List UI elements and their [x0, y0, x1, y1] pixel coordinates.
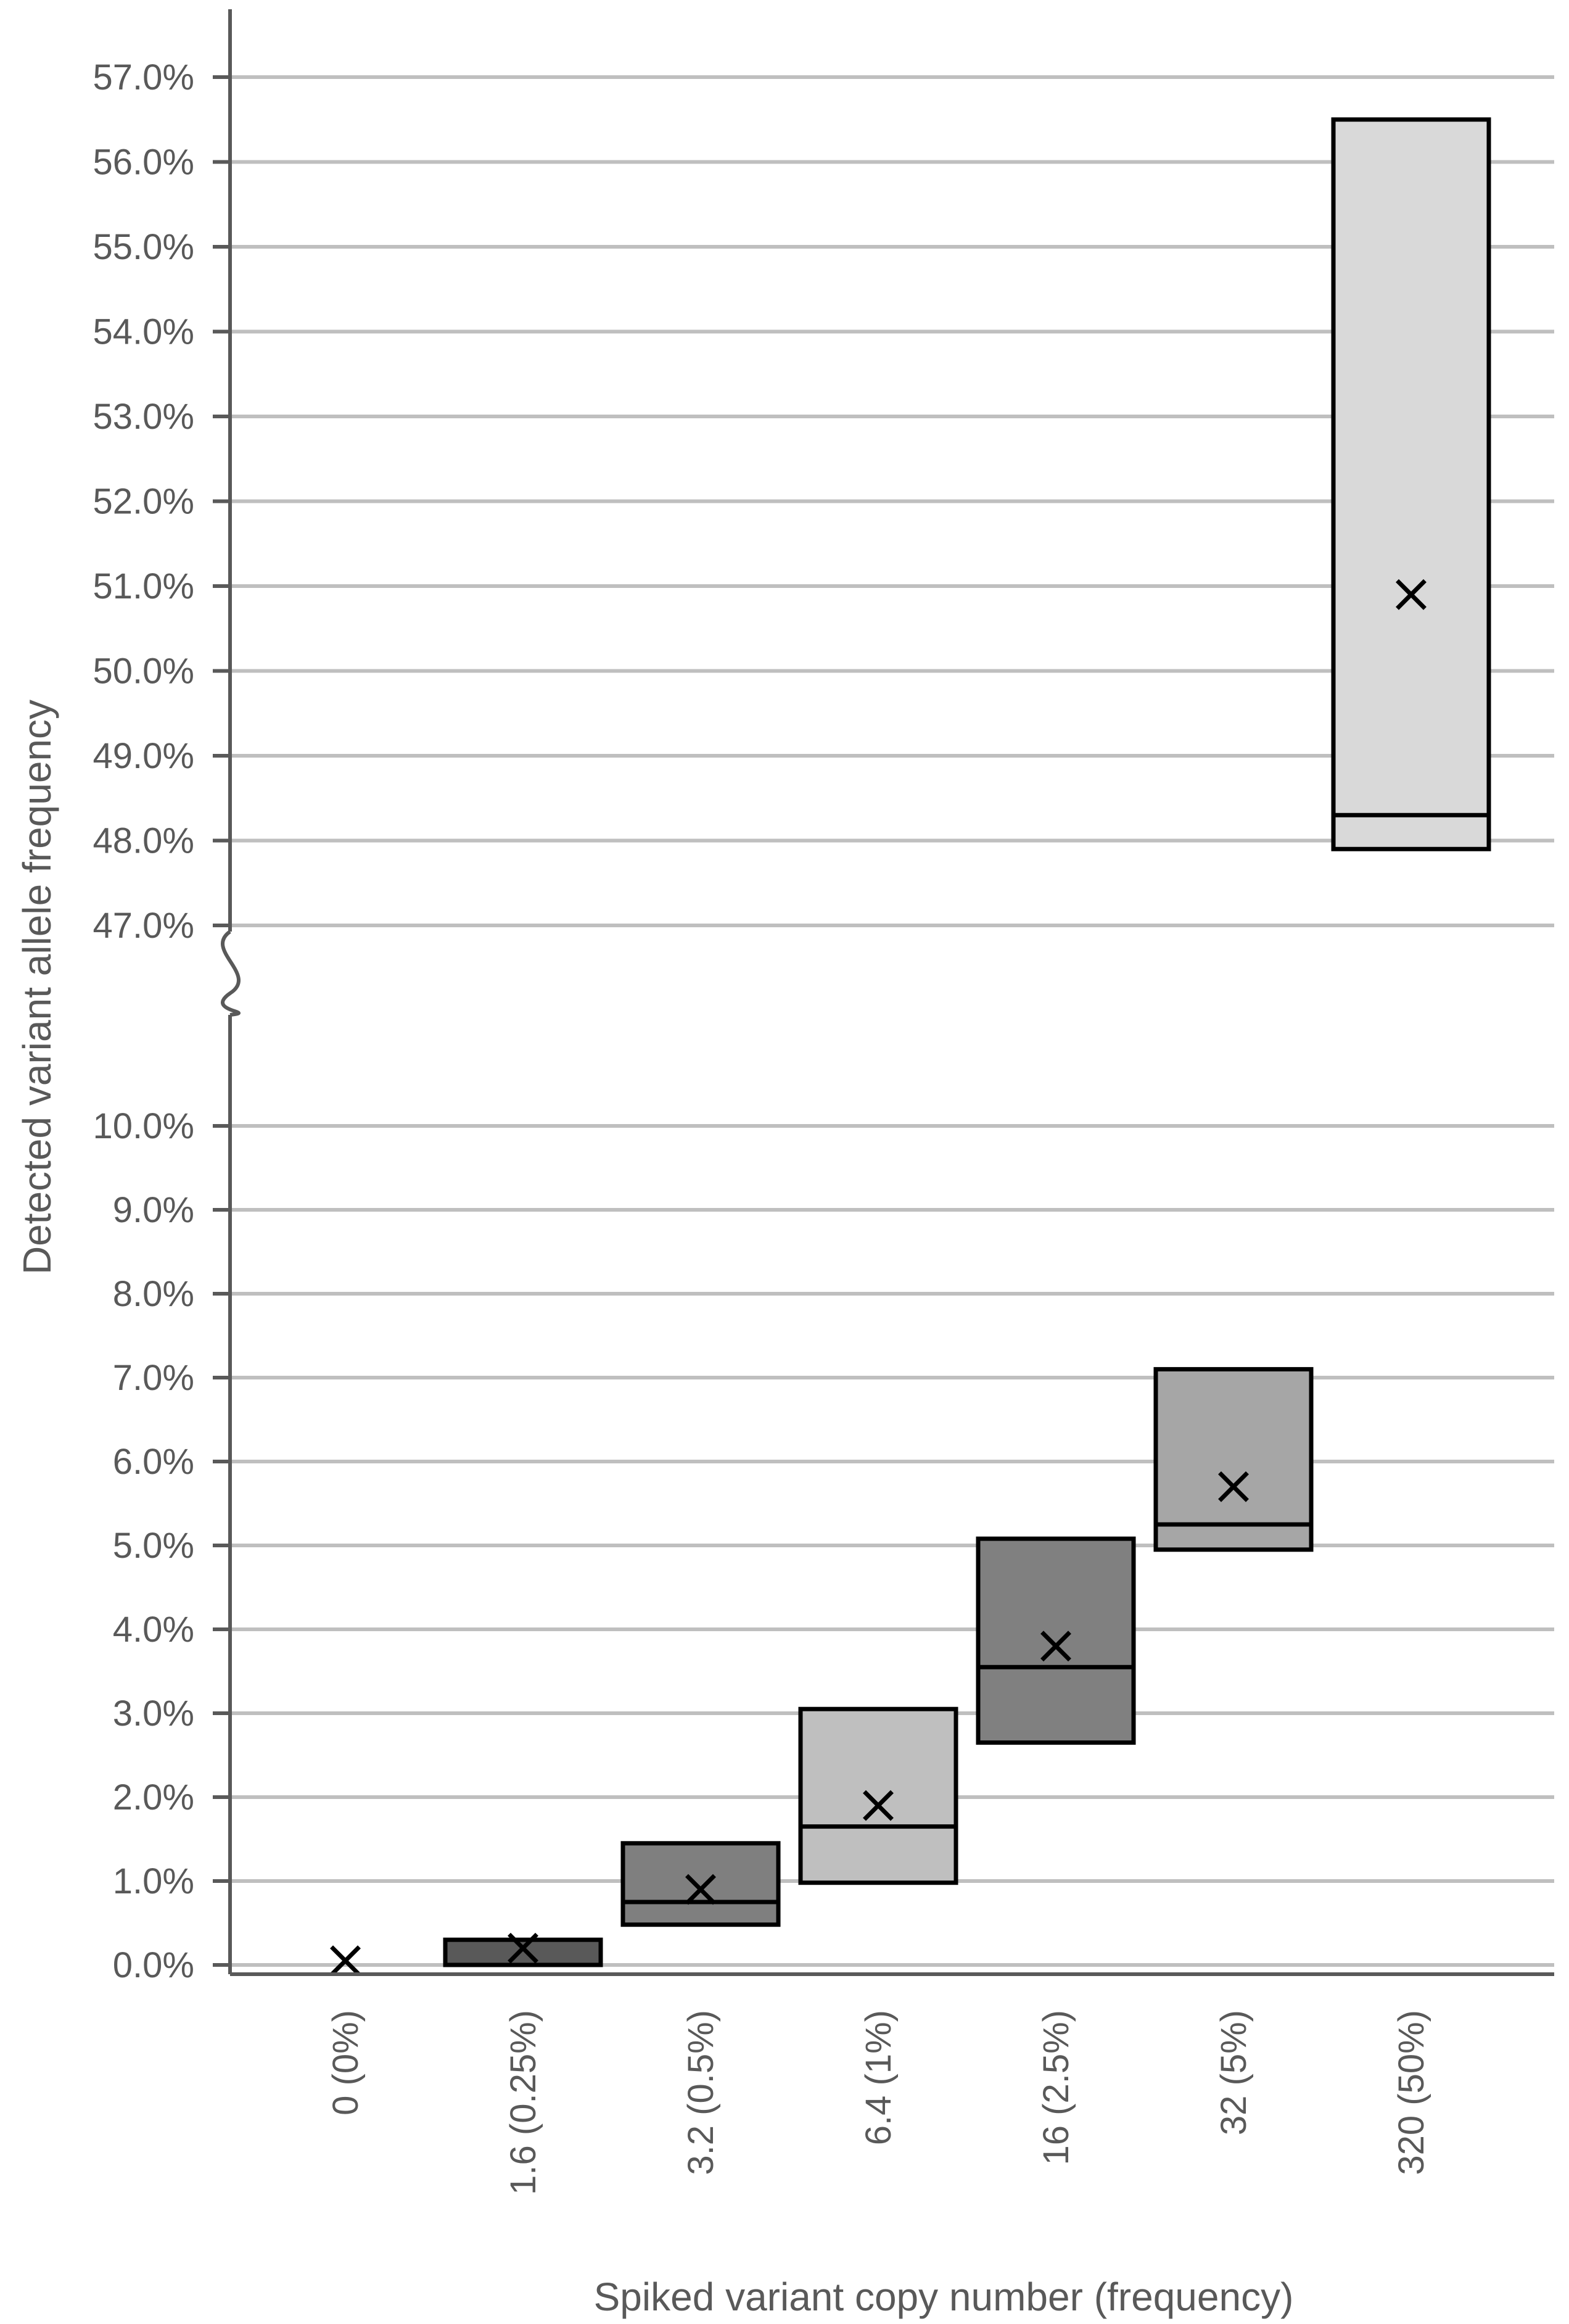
x-tick-label: 1.6 (0.25%) — [503, 2010, 543, 2195]
y-tick-label: 4.0% — [113, 1610, 194, 1650]
x-axis-title: Spiked variant copy number (frequency) — [594, 2275, 1294, 2319]
x-tick-label: 3.2 (0.5%) — [681, 2010, 721, 2175]
y-axis-title: Detected variant allele frequency — [15, 700, 59, 1275]
y-tick-label: 1.0% — [113, 1861, 194, 1901]
x-tick-label: 0 (0%) — [326, 2010, 366, 2115]
y-tick-label: 56.0% — [93, 143, 194, 183]
y-tick-label: 5.0% — [113, 1526, 194, 1566]
box — [443, 1937, 603, 1967]
mean-marker-stroke — [1396, 579, 1427, 610]
y-tick-label: 2.0% — [113, 1777, 194, 1817]
mean-marker — [1218, 1471, 1249, 1502]
x-tick-label: 16 (2.5%) — [1036, 2010, 1076, 2165]
mean-marker-stroke — [685, 1874, 716, 1905]
mean-marker — [863, 1790, 894, 1821]
box — [976, 1536, 1136, 1745]
y-tick-label: 10.0% — [93, 1106, 194, 1146]
x-tick-label: 32 (5%) — [1214, 2010, 1254, 2135]
mean-marker — [1396, 579, 1427, 610]
y-tick-label: 51.0% — [93, 566, 194, 606]
x-tick-label: 6.4 (1%) — [859, 2010, 899, 2145]
y-tick-label: 6.0% — [113, 1442, 194, 1482]
y-tick-label: 52.0% — [93, 482, 194, 522]
y-tick-label: 54.0% — [93, 312, 194, 352]
axis-break-symbol — [221, 930, 241, 1017]
box — [620, 1841, 781, 1927]
mean-marker-stroke — [330, 1945, 361, 1977]
y-tick-label: 48.0% — [93, 821, 194, 861]
y-tick-label: 53.0% — [93, 397, 194, 437]
mean-marker-stroke — [863, 1790, 894, 1821]
y-tick-label: 50.0% — [93, 651, 194, 692]
mean-marker — [508, 1932, 538, 1964]
mean-marker — [1040, 1631, 1071, 1662]
x-tick-label: 320 (50%) — [1391, 2010, 1431, 2175]
y-tick-label: 55.0% — [93, 227, 194, 267]
box — [798, 1706, 958, 1885]
x-tick-labels: 0 (0%) 1.6 (0.25%) 3.2 (0.5%) 6.4 (1%) 16 (2… — [326, 2010, 1431, 2195]
y-tick-label: 9.0% — [113, 1190, 194, 1230]
mean-marker — [685, 1874, 716, 1905]
y-tick-label: 7.0% — [113, 1358, 194, 1398]
box — [1153, 1367, 1314, 1552]
mean-marker-stroke — [1218, 1471, 1249, 1502]
mean-marker-stroke — [1040, 1631, 1071, 1662]
boxes — [330, 117, 1491, 1977]
y-tick-label: 0.0% — [113, 1945, 194, 1985]
box — [1331, 117, 1491, 851]
mean-marker — [330, 1945, 361, 1977]
y-tick-label: 3.0% — [113, 1693, 194, 1734]
mean-marker-stroke — [508, 1932, 538, 1964]
y-tick-label: 57.0% — [93, 57, 194, 97]
y-tick-label: 47.0% — [93, 906, 194, 946]
y-tick-label: 49.0% — [93, 736, 194, 776]
y-tick-label: 8.0% — [113, 1274, 194, 1314]
y-tick-labels: 0.0% 1.0% 2.0% 3.0% 4.0% 5.0% 6.0% 7.0% 8.0% 9.0%… — [93, 57, 194, 1985]
